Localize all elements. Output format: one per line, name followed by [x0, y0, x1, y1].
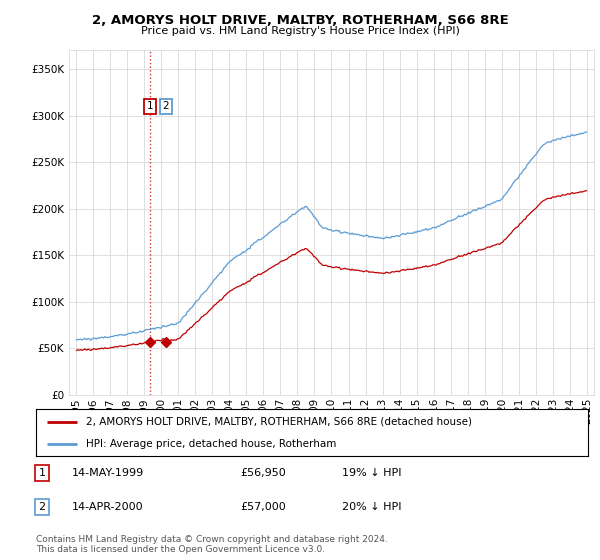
Text: 2: 2	[163, 101, 169, 111]
Text: 14-APR-2000: 14-APR-2000	[72, 502, 143, 512]
Text: HPI: Average price, detached house, Rotherham: HPI: Average price, detached house, Roth…	[86, 438, 336, 449]
Text: £57,000: £57,000	[240, 502, 286, 512]
Text: £56,950: £56,950	[240, 468, 286, 478]
Text: 1: 1	[38, 468, 46, 478]
Text: 19% ↓ HPI: 19% ↓ HPI	[342, 468, 401, 478]
Text: 20% ↓ HPI: 20% ↓ HPI	[342, 502, 401, 512]
Text: Contains HM Land Registry data © Crown copyright and database right 2024.
This d: Contains HM Land Registry data © Crown c…	[36, 535, 388, 554]
Text: 2, AMORYS HOLT DRIVE, MALTBY, ROTHERHAM, S66 8RE: 2, AMORYS HOLT DRIVE, MALTBY, ROTHERHAM,…	[92, 14, 508, 27]
Text: 14-MAY-1999: 14-MAY-1999	[72, 468, 144, 478]
Text: 1: 1	[147, 101, 154, 111]
Text: Price paid vs. HM Land Registry's House Price Index (HPI): Price paid vs. HM Land Registry's House …	[140, 26, 460, 36]
Text: 2, AMORYS HOLT DRIVE, MALTBY, ROTHERHAM, S66 8RE (detached house): 2, AMORYS HOLT DRIVE, MALTBY, ROTHERHAM,…	[86, 417, 472, 427]
Text: 2: 2	[38, 502, 46, 512]
